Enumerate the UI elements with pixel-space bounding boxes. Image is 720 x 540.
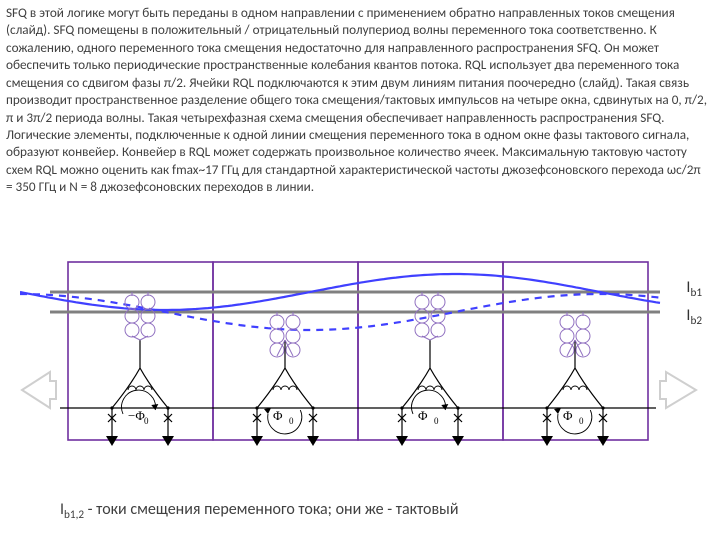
svg-text:0: 0: [434, 416, 439, 426]
svg-text:0: 0: [289, 416, 294, 426]
svg-text:Φ: Φ: [563, 408, 573, 423]
svg-text:−Φ: −Φ: [128, 408, 145, 423]
svg-text:0: 0: [144, 416, 149, 426]
caption: Ib1,2 - токи смещения переменного тока; …: [60, 500, 458, 522]
diagram-svg: −Φ0Φ0Φ0Φ0: [20, 250, 700, 455]
svg-text:Φ: Φ: [273, 408, 283, 423]
ib1-label: Ib1: [686, 278, 702, 300]
body-text: SFQ в этой логике могут быть переданы в …: [6, 4, 710, 196]
body-text-content: SFQ в этой логике могут быть переданы в …: [6, 4, 707, 195]
circuit-diagram: −Φ0Φ0Φ0Φ0 Ib1 Ib2: [20, 250, 700, 455]
ib2-label: Ib2: [686, 306, 702, 328]
svg-text:0: 0: [579, 416, 584, 426]
svg-text:Φ: Φ: [418, 408, 428, 423]
